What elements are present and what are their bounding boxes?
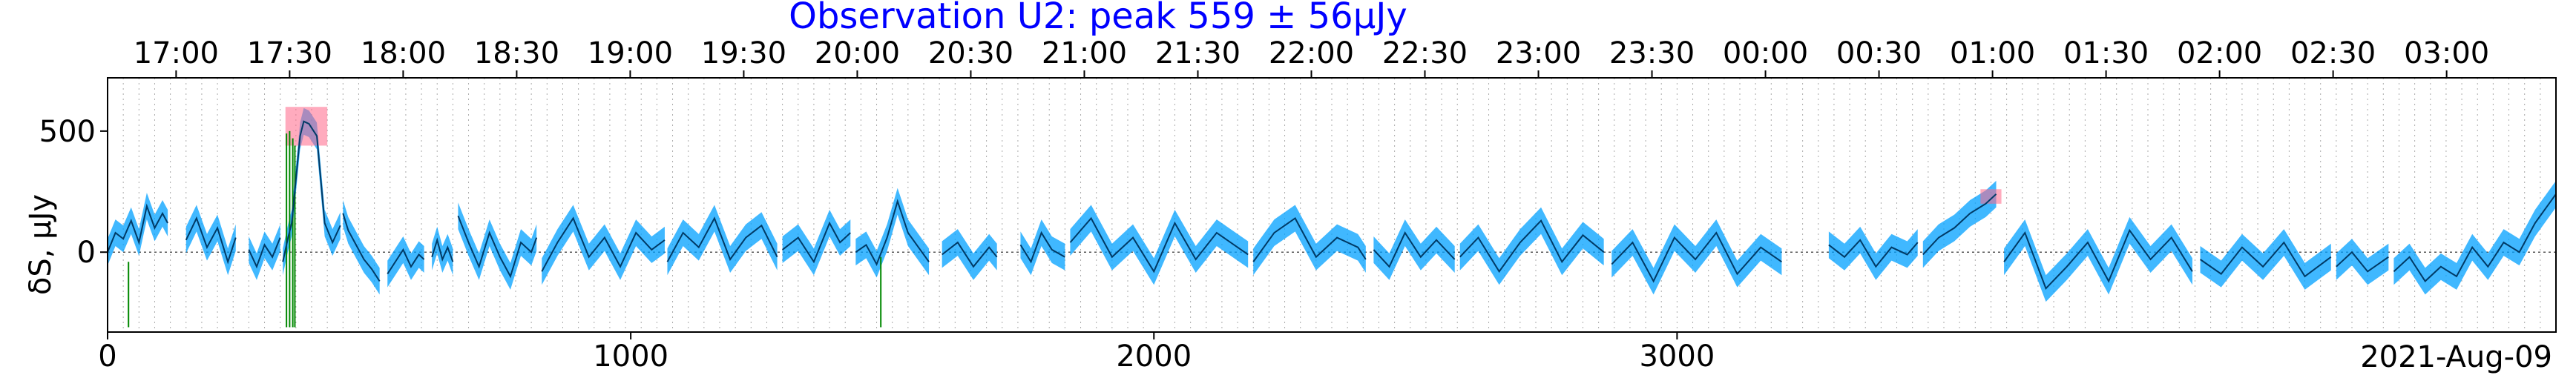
top-tick-label: 02:30 [2290, 36, 2376, 70]
uncertainty-band-13 [1020, 219, 1065, 276]
series-line-18 [1611, 231, 1782, 283]
uncertainty-band-4 [343, 199, 380, 295]
top-tick-label: 01:30 [2063, 36, 2149, 70]
series-line-2 [248, 237, 281, 269]
uncertainty-band-20 [1922, 180, 1997, 268]
series-line-9 [666, 216, 778, 262]
series-lines [107, 120, 2557, 291]
top-tick-label: 00:00 [1723, 36, 1808, 70]
bottom-tick-label: 3000 [1639, 339, 1715, 374]
top-tick-label: 17:00 [134, 36, 219, 70]
bottom-tick-label: 1000 [593, 339, 668, 374]
top-tick-label: 23:00 [1496, 36, 1581, 70]
series-line-5 [387, 248, 425, 275]
plot-frame [107, 77, 2557, 333]
peak-highlight-0 [285, 107, 328, 146]
series-line-0 [107, 203, 168, 253]
ticks: 0 1000 2000 3000 0 500 17:00 17:30 18:00 18:30 19:… [39, 36, 2490, 374]
uncertainty-band-23 [2336, 239, 2389, 285]
y-axis-label: δS, μJy [24, 194, 58, 295]
uncertainty-band-21 [2004, 216, 2192, 302]
series-line-4 [342, 213, 381, 282]
series-line-10 [782, 221, 851, 264]
series-line-16 [1373, 231, 1456, 268]
uncertainty-band-0 [108, 193, 168, 266]
top-tick-label: 03:00 [2404, 36, 2489, 70]
uncertainty-band-10 [782, 210, 851, 276]
uncertainty-band-16 [1373, 219, 1455, 280]
series-line-24 [2393, 193, 2557, 282]
uncertainty-band-3 [283, 107, 341, 276]
series-line-12 [942, 241, 998, 268]
top-tick-label: 20:30 [928, 36, 1013, 70]
bottom-tick-label: 0 [98, 339, 116, 374]
series-line-13 [1019, 231, 1065, 264]
series-line-14 [1069, 216, 1249, 273]
series-line-15 [1252, 217, 1367, 262]
uncertainty-band-5 [387, 236, 424, 288]
uncertainty-band-8 [542, 205, 665, 285]
top-tick-label: 23:30 [1609, 36, 1695, 70]
top-tick-label: 19:00 [588, 36, 673, 70]
top-tick-label: 18:00 [361, 36, 446, 70]
uncertainty-band-22 [2200, 229, 2331, 290]
grid-lines [107, 78, 2557, 332]
top-tick-label: 20:00 [815, 36, 900, 70]
series-line-22 [2199, 241, 2332, 278]
uncertainty-bands [108, 107, 2556, 302]
uncertainty-band-15 [1253, 205, 1366, 276]
uncertainty-band-12 [942, 229, 997, 280]
series-line-21 [2003, 228, 2193, 291]
top-tick-label: 22:00 [1269, 36, 1354, 70]
top-tick-label: 17:30 [247, 36, 332, 70]
series-line-6 [431, 237, 454, 262]
chart-title: Observation U2: peak 559 ± 56μJy [789, 0, 1407, 37]
series-line-1 [185, 216, 237, 265]
top-tick-label: 01:00 [1950, 36, 2035, 70]
top-tick-label: 00:30 [1836, 36, 1922, 70]
top-tick-label: 02:00 [2177, 36, 2262, 70]
uncertainty-band-24 [2393, 180, 2556, 295]
series-line-17 [1459, 219, 1605, 273]
uncertainty-band-11 [855, 188, 930, 278]
uncertainty-band-17 [1459, 207, 1604, 285]
bottom-tick-label: 2000 [1116, 339, 1192, 374]
uncertainty-band-2 [249, 224, 280, 280]
top-tick-label: 19:30 [701, 36, 786, 70]
series-line-8 [541, 216, 666, 272]
uncertainty-band-14 [1070, 205, 1249, 285]
top-tick-label: 18:30 [474, 36, 559, 70]
series-line-7 [457, 215, 538, 279]
left-tick-label: 500 [39, 115, 96, 149]
uncertainty-band-19 [1828, 226, 1918, 280]
series-line-19 [1828, 239, 1919, 268]
date-label: 2021-Aug-09 [2360, 340, 2552, 374]
series-line-20 [1922, 193, 1997, 256]
top-tick-label: 21:00 [1042, 36, 1127, 70]
left-tick-label: 0 [77, 236, 96, 270]
top-tick-label: 21:30 [1155, 36, 1241, 70]
highlight-bands [285, 107, 2002, 204]
series-line-11 [855, 199, 930, 266]
series-line-3 [282, 120, 341, 262]
series-line-23 [2336, 251, 2389, 273]
top-tick-label: 22:30 [1382, 36, 1468, 70]
uncertainty-band-7 [458, 202, 537, 290]
peak-highlight-1 [1980, 189, 2002, 204]
